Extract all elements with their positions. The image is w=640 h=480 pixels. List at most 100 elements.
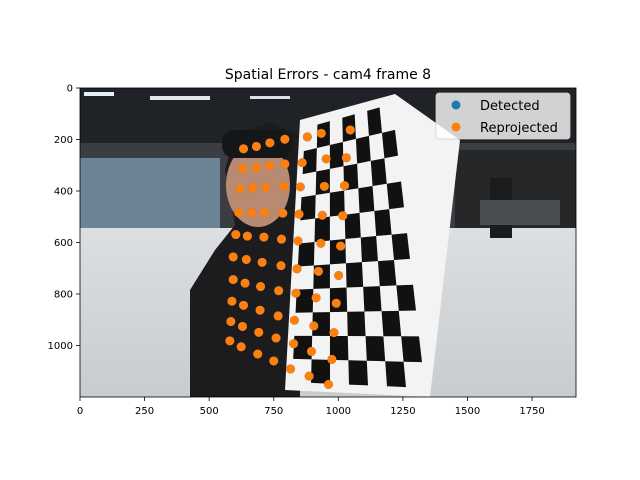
checker-square	[348, 360, 368, 386]
y-tick-label: 1000	[48, 341, 73, 352]
checker-square	[314, 216, 330, 242]
reprojected-point	[311, 293, 321, 303]
checker-square	[370, 158, 387, 186]
reprojected-point	[338, 211, 348, 221]
reprojected-point	[302, 132, 312, 142]
checker-square	[374, 209, 392, 237]
reprojected-point	[247, 208, 257, 218]
x-tick-label: 1000	[326, 406, 351, 417]
legend: Detected Reprojected	[435, 92, 571, 140]
reprojected-point	[297, 158, 307, 168]
checker-square	[358, 185, 375, 213]
reprojected-point	[331, 298, 341, 308]
reprojected-point	[257, 257, 267, 267]
reprojected-point	[237, 164, 247, 174]
checker-square	[365, 336, 386, 362]
reprojected-point	[239, 300, 249, 310]
reprojected-point	[278, 208, 288, 218]
reprojected-point	[274, 286, 284, 296]
reprojected-point	[248, 183, 258, 193]
photo-desk	[480, 200, 560, 225]
photo-ceiling-light	[84, 92, 114, 96]
photo-office-partitions	[80, 158, 220, 233]
checker-square	[377, 260, 397, 287]
checker-square	[355, 135, 371, 164]
photo-ceiling-light	[150, 96, 210, 100]
reprojected-point	[231, 230, 241, 240]
chart-title: Spatial Errors - cam4 frame 8	[225, 67, 431, 83]
x-axis: 0 250 500 750 1000 1250 1500 1750	[77, 397, 545, 417]
x-tick-label: 1750	[519, 406, 544, 417]
checker-square	[367, 107, 382, 136]
checker-square	[297, 241, 315, 267]
checker-square	[386, 181, 404, 210]
reprojected-point	[269, 356, 279, 366]
y-tick-label: 600	[54, 238, 73, 249]
reprojected-point	[340, 181, 350, 191]
checker-square	[345, 262, 364, 288]
reprojected-point	[242, 231, 252, 241]
reprojected-point	[256, 282, 266, 292]
reprojected-point	[228, 252, 238, 262]
x-tick-label: 500	[200, 406, 219, 417]
x-tick-label: 1500	[455, 406, 480, 417]
reprojected-points	[225, 125, 355, 389]
checker-square	[385, 361, 406, 388]
legend-marker-detected	[451, 100, 461, 110]
reprojected-point	[277, 234, 286, 244]
reprojected-point	[289, 339, 299, 349]
reprojected-point	[225, 336, 235, 346]
reprojected-point	[289, 315, 299, 325]
legend-label-reprojected: Reprojected	[480, 121, 558, 136]
reprojected-point	[319, 181, 329, 191]
reprojected-point	[226, 317, 236, 327]
reprojected-point	[345, 125, 355, 135]
y-tick-label: 0	[67, 84, 73, 95]
photo-ceiling-light	[250, 96, 290, 99]
reprojected-point	[336, 241, 346, 251]
reprojected-point	[292, 264, 302, 274]
checker-square	[302, 148, 317, 175]
checker-square	[347, 311, 366, 337]
reprojected-point	[295, 182, 305, 192]
reprojected-point	[227, 296, 237, 306]
checker-square	[344, 212, 361, 240]
reprojected-point	[273, 311, 283, 321]
reprojected-point	[237, 321, 247, 331]
reprojected-point	[251, 163, 261, 173]
reprojected-point	[251, 141, 261, 151]
y-tick-label: 800	[54, 290, 73, 301]
y-tick-label: 400	[54, 187, 73, 198]
reprojected-point	[254, 327, 264, 337]
checker-square	[312, 312, 330, 336]
checker-square	[396, 284, 416, 311]
reprojected-point	[261, 182, 271, 192]
reprojected-point	[329, 328, 339, 338]
reprojected-point	[280, 134, 290, 144]
reprojected-point	[291, 288, 301, 298]
checker-square	[381, 310, 402, 337]
checker-square	[329, 335, 349, 361]
reprojected-point	[241, 254, 251, 264]
reprojected-point	[279, 181, 289, 191]
reprojected-point	[265, 161, 275, 171]
reprojected-point	[259, 208, 269, 218]
reprojected-point	[240, 278, 250, 288]
reprojected-point	[271, 333, 281, 343]
reprojected-point	[317, 210, 327, 220]
reprojected-point	[253, 349, 263, 359]
checker-square	[360, 236, 378, 263]
reprojected-point	[334, 270, 344, 280]
reprojected-point	[234, 208, 244, 218]
reprojected-point	[321, 154, 331, 164]
reprojected-point	[324, 379, 334, 389]
reprojected-point	[276, 261, 286, 271]
reprojected-point	[235, 184, 245, 194]
reprojected-point	[341, 153, 351, 163]
checker-square	[401, 336, 422, 363]
reprojected-point	[316, 238, 326, 248]
reprojected-point	[327, 354, 337, 364]
reprojected-point	[313, 266, 323, 276]
checker-square	[381, 129, 398, 159]
